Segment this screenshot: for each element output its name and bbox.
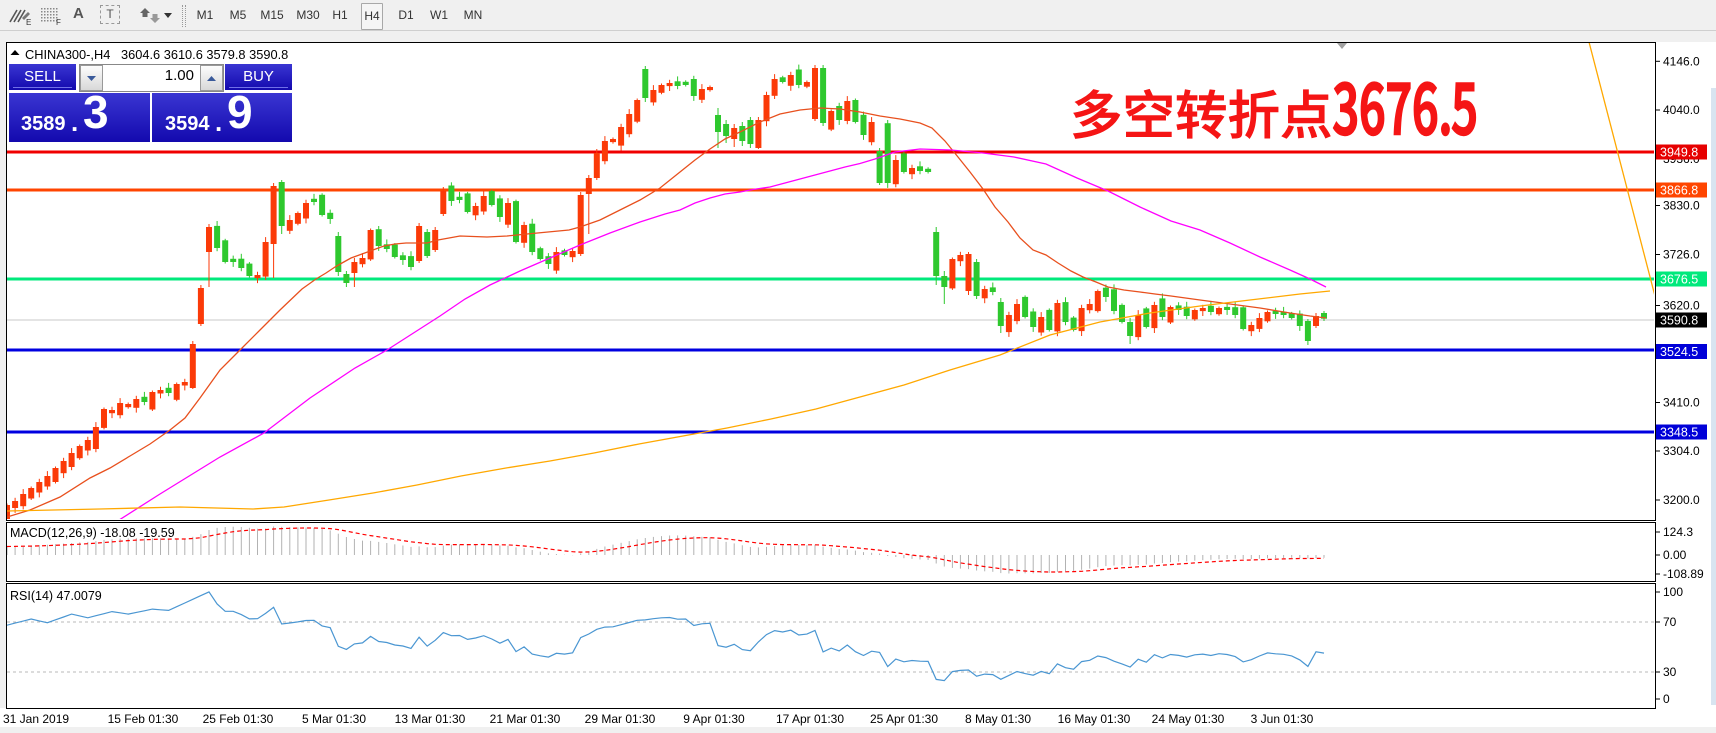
svg-text:0.00: 0.00 bbox=[1663, 548, 1687, 562]
svg-text:3726.0: 3726.0 bbox=[1663, 248, 1700, 262]
svg-text:3348.5: 3348.5 bbox=[1660, 426, 1698, 440]
svg-text:3 Jun 01:30: 3 Jun 01:30 bbox=[1251, 712, 1314, 726]
svg-text:100: 100 bbox=[1663, 585, 1683, 599]
svg-text:21 Mar 01:30: 21 Mar 01:30 bbox=[490, 712, 561, 726]
svg-text:-108.89: -108.89 bbox=[1663, 567, 1704, 581]
svg-text:4040.0: 4040.0 bbox=[1663, 103, 1700, 117]
svg-text:9 Apr 01:30: 9 Apr 01:30 bbox=[683, 712, 745, 726]
svg-text:31 Jan 2019: 31 Jan 2019 bbox=[3, 712, 69, 726]
svg-text:5 Mar 01:30: 5 Mar 01:30 bbox=[302, 712, 366, 726]
svg-text:3676.5: 3676.5 bbox=[1660, 273, 1698, 287]
svg-text:3590.8: 3590.8 bbox=[1660, 314, 1698, 328]
svg-text:3866.8: 3866.8 bbox=[1660, 184, 1698, 198]
svg-text:24 May 01:30: 24 May 01:30 bbox=[1152, 712, 1225, 726]
svg-text:CHINA300-,H4 3604.6 3610.6 3: CHINA300-,H4 3604.6 3610.6 3579.8 3590.8 bbox=[25, 47, 288, 62]
svg-text:3304.0: 3304.0 bbox=[1663, 444, 1700, 458]
svg-text:25 Apr 01:30: 25 Apr 01:30 bbox=[870, 712, 938, 726]
svg-text:3830.0: 3830.0 bbox=[1663, 199, 1700, 213]
svg-text:124.3: 124.3 bbox=[1663, 525, 1693, 539]
svg-text:3620.0: 3620.0 bbox=[1663, 299, 1700, 313]
svg-text:F: F bbox=[56, 18, 61, 26]
svg-text:8 May 01:30: 8 May 01:30 bbox=[965, 712, 1031, 726]
svg-text:3200.0: 3200.0 bbox=[1663, 493, 1700, 507]
svg-text:0: 0 bbox=[1663, 692, 1670, 706]
svg-text:13 Mar 01:30: 13 Mar 01:30 bbox=[395, 712, 466, 726]
svg-text:4146.0: 4146.0 bbox=[1663, 55, 1700, 69]
svg-text:3949.8: 3949.8 bbox=[1660, 146, 1698, 160]
svg-text:25 Feb 01:30: 25 Feb 01:30 bbox=[203, 712, 274, 726]
svg-text:3410.0: 3410.0 bbox=[1663, 396, 1700, 410]
svg-text:30: 30 bbox=[1663, 665, 1677, 679]
svg-text:3524.5: 3524.5 bbox=[1660, 345, 1698, 359]
svg-text:17 Apr 01:30: 17 Apr 01:30 bbox=[776, 712, 844, 726]
svg-text:15 Feb 01:30: 15 Feb 01:30 bbox=[108, 712, 179, 726]
svg-text:RSI(14) 47.0079: RSI(14) 47.0079 bbox=[10, 589, 102, 603]
svg-text:16 May 01:30: 16 May 01:30 bbox=[1058, 712, 1131, 726]
svg-text:70: 70 bbox=[1663, 615, 1677, 629]
svg-text:E: E bbox=[26, 18, 31, 26]
svg-text:29 Mar 01:30: 29 Mar 01:30 bbox=[585, 712, 656, 726]
svg-text:MACD(12,26,9) -18.08 -19.59: MACD(12,26,9) -18.08 -19.59 bbox=[10, 526, 175, 540]
